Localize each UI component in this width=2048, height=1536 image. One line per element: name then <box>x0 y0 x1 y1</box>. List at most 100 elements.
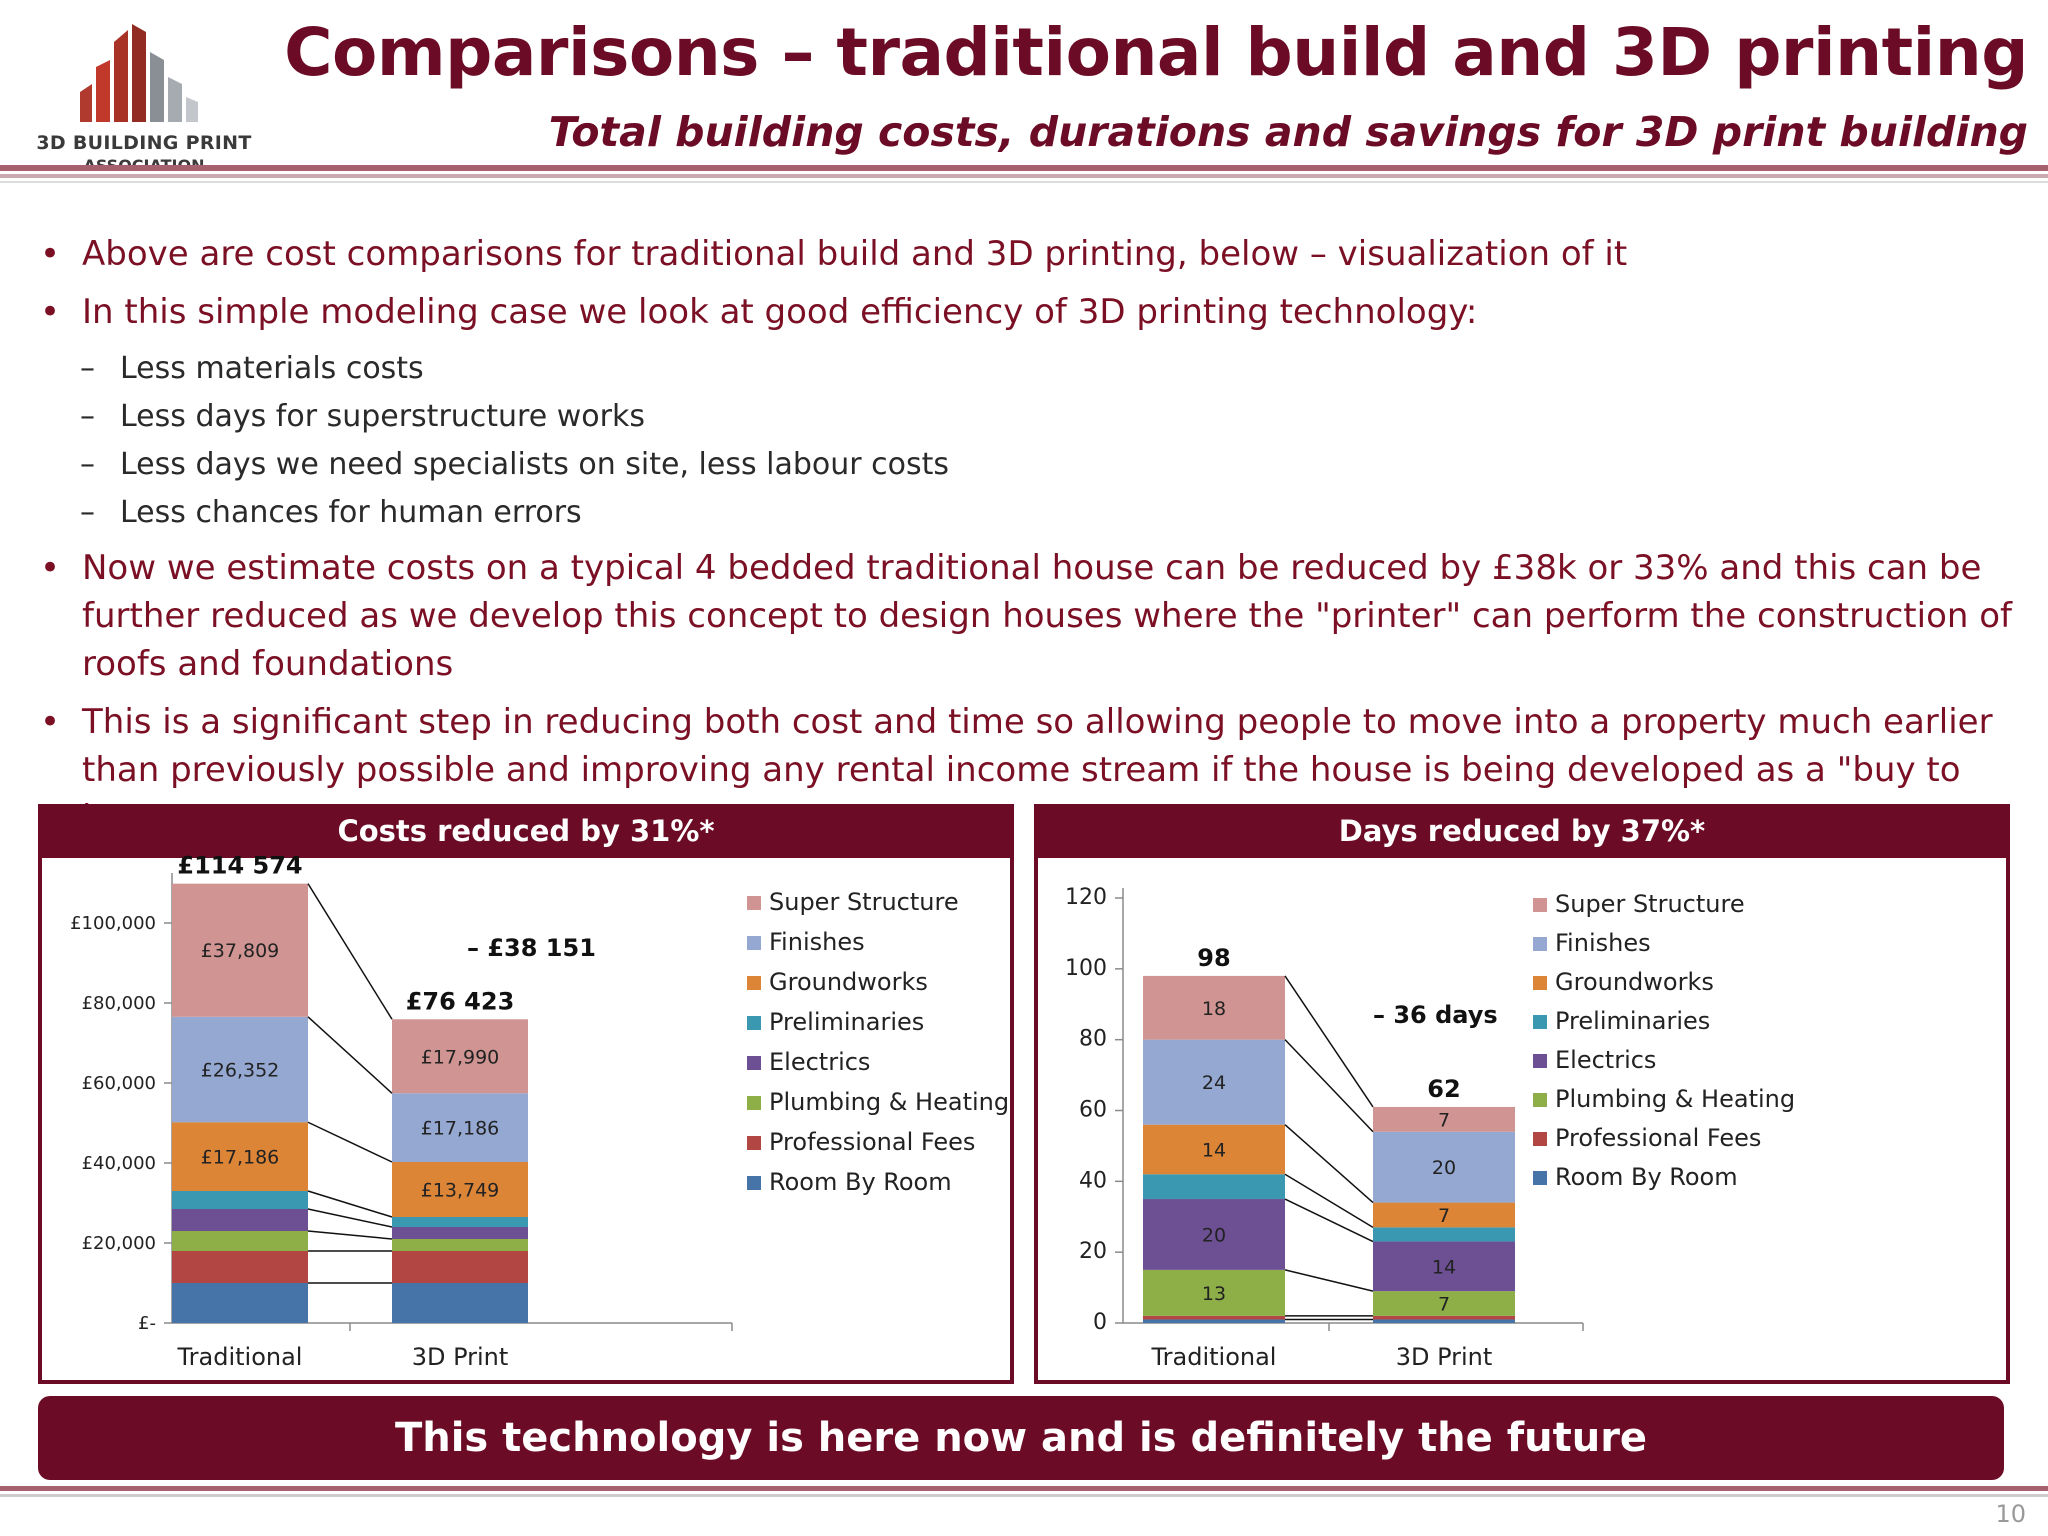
legend-swatch <box>1533 898 1547 912</box>
x-category-label: Traditional <box>177 1343 303 1371</box>
legend-swatch <box>1533 1054 1547 1068</box>
connector-line <box>1284 975 1374 1108</box>
bar-data-label: 13 <box>1202 1283 1226 1305</box>
legend-swatch <box>1533 976 1547 990</box>
bullet-item: In this simple modeling case we look at … <box>36 288 2026 336</box>
bar-segment <box>1373 1202 1515 1228</box>
bar-segment <box>1143 1315 1285 1320</box>
y-tick-label: 80 <box>1079 1027 1107 1052</box>
connector-line <box>1284 1269 1374 1292</box>
days-stacked-bar-chart: 0 20 40 60 80 100 120 13 20 14 24 18 98 Traditional 7 1… <box>1065 885 1795 1371</box>
legend-swatch <box>747 1176 761 1190</box>
bar-segment <box>172 1209 308 1231</box>
bar-segment <box>392 1162 528 1217</box>
bar-segment <box>392 1019 528 1094</box>
header-divider-tertiary <box>0 181 2048 183</box>
y-tick-label: £60,000 <box>82 1073 156 1094</box>
bar-segment <box>392 1227 528 1239</box>
costs-stacked-bar-chart: £- £20,000 £40,000 £60,000 £80,000 £100,000 £1… <box>70 852 1009 1371</box>
difference-label: – 36 days <box>1373 1001 1498 1029</box>
costs-chart-panel: Costs reduced by 31%* £- £20,000 £40,000 £6… <box>38 804 1014 1384</box>
y-tick-label: £- <box>138 1313 156 1334</box>
bar-segment <box>392 1093 528 1163</box>
header-divider-secondary <box>0 174 2048 178</box>
connector-line <box>1284 1173 1374 1229</box>
connector-line <box>1284 1039 1374 1133</box>
footer-banner: This technology is here now and is defin… <box>38 1396 2004 1480</box>
bar-segment <box>1143 1039 1285 1125</box>
sub-bullet-item: Less chances for human errors <box>36 490 2026 536</box>
sub-bullet-item: Less materials costs <box>36 346 2026 392</box>
bar-segment <box>1143 1319 1285 1323</box>
difference-label: – £38 151 <box>467 934 596 962</box>
bullet-item: Above are cost comparisons for tradition… <box>36 230 2026 278</box>
bar-data-label: 7 <box>1438 1205 1450 1227</box>
bar-data-label: 7 <box>1438 1294 1450 1316</box>
legend-label: Super Structure <box>1555 890 1745 918</box>
bar-segment <box>392 1239 528 1251</box>
legend-label: Finishes <box>1555 929 1651 957</box>
bar-segment <box>1373 1227 1515 1242</box>
legend-label: Electrics <box>1555 1046 1656 1074</box>
bar-segment <box>1373 1291 1515 1316</box>
bar-data-label: £17,990 <box>421 1046 500 1068</box>
connector-line <box>307 883 393 1020</box>
y-tick-label: 120 <box>1065 885 1107 910</box>
bar-data-label: 24 <box>1202 1072 1226 1094</box>
footer-divider <box>0 1486 2048 1491</box>
bar-data-label: 7 <box>1438 1109 1450 1131</box>
bar-segment <box>1373 1131 1515 1203</box>
bullet-list: Above are cost comparisons for tradition… <box>36 230 2026 852</box>
legend-label: Plumbing & Heating <box>1555 1085 1795 1113</box>
header-divider <box>0 165 2048 171</box>
y-tick-label: £80,000 <box>82 993 156 1014</box>
sub-bullet-list: Less materials costs Less days for super… <box>36 346 2026 536</box>
bar-segment <box>172 1016 308 1123</box>
bar-segment <box>1143 1269 1285 1316</box>
footer-divider-secondary <box>0 1494 2048 1497</box>
connector-line <box>307 1230 393 1240</box>
y-tick-label: 0 <box>1093 1310 1107 1335</box>
legend-label: Room By Room <box>769 1168 952 1196</box>
legend-swatch <box>1533 1015 1547 1029</box>
bar-total-label: £114 574 <box>177 852 302 880</box>
legend-swatch <box>747 936 761 950</box>
bar-data-label: 20 <box>1202 1224 1226 1246</box>
legend-label: Finishes <box>769 928 865 956</box>
bar-segment <box>172 1283 308 1323</box>
bar-segment <box>392 1251 528 1283</box>
bar-segment <box>172 1251 308 1283</box>
bar-segment <box>1373 1241 1515 1292</box>
legend-swatch <box>747 1136 761 1150</box>
bar-segment <box>1373 1319 1515 1323</box>
bar-segment <box>172 1122 308 1191</box>
legend-swatch <box>747 896 761 910</box>
bar-data-label: £26,352 <box>201 1060 280 1082</box>
legend-swatch <box>1533 937 1547 951</box>
y-tick-label: 20 <box>1079 1239 1107 1264</box>
x-category-label: Traditional <box>1151 1343 1277 1371</box>
sub-bullet-item: Less days we need specialists on site, l… <box>36 442 2026 488</box>
legend-label: Electrics <box>769 1048 870 1076</box>
bar-segment <box>392 1217 528 1227</box>
association-logo: 3D BUILDING PRINT ASSOCIATION <box>20 22 260 175</box>
legend-label: Professional Fees <box>769 1128 975 1156</box>
connector-line <box>307 1208 393 1228</box>
connector-line <box>307 1016 393 1094</box>
bar-data-label: 18 <box>1202 998 1226 1020</box>
sub-bullet-item: Less days for superstructure works <box>36 394 2026 440</box>
y-tick-label: £20,000 <box>82 1233 156 1254</box>
legend-swatch <box>747 1056 761 1070</box>
bar-data-label: 14 <box>1202 1139 1226 1161</box>
y-tick-label: 60 <box>1079 1098 1107 1123</box>
legend-label: Groundworks <box>769 968 928 996</box>
bar-total-label: £76 423 <box>406 987 515 1015</box>
x-category-label: 3D Print <box>412 1343 509 1371</box>
page-subtitle: Total building costs, durations and savi… <box>548 108 2028 156</box>
connector-line <box>307 1190 393 1218</box>
legend-label: Super Structure <box>769 888 959 916</box>
bar-total-label: 62 <box>1427 1075 1460 1103</box>
bar-data-label: £17,186 <box>421 1118 500 1140</box>
bar-data-label: 20 <box>1432 1157 1456 1179</box>
costs-chart-title: Costs reduced by 31%* <box>38 804 1014 858</box>
